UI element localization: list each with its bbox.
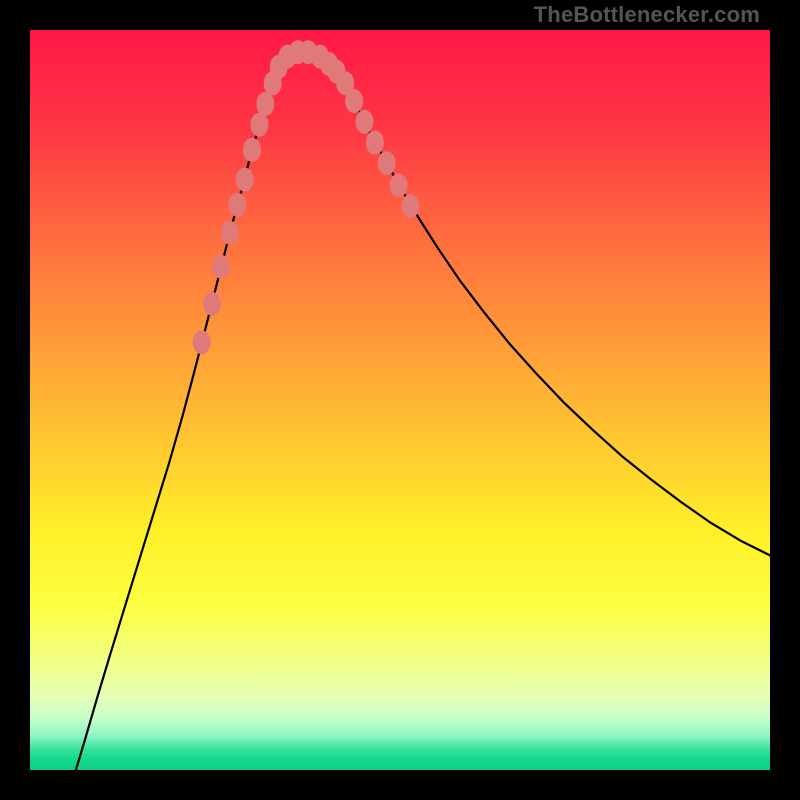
marker-dot — [228, 193, 246, 217]
marker-dot — [212, 255, 230, 279]
marker-dot — [250, 113, 268, 137]
marker-dot — [345, 89, 363, 113]
marker-dot — [256, 92, 274, 116]
watermark-label: TheBottlenecker.com — [534, 2, 760, 28]
marker-dot — [236, 167, 254, 191]
bottleneck-curve-chart — [30, 30, 770, 770]
marker-dot — [401, 194, 419, 218]
plot-area — [30, 30, 770, 770]
marker-dot — [221, 221, 239, 245]
marker-dot — [355, 110, 373, 134]
marker-dot — [193, 330, 211, 354]
marker-dot — [243, 138, 261, 162]
marker-dot — [366, 130, 384, 154]
gradient-background — [30, 30, 770, 770]
marker-dot — [378, 151, 396, 175]
chart-frame: TheBottlenecker.com — [0, 0, 800, 800]
marker-dot — [390, 173, 408, 197]
marker-dot — [203, 292, 221, 316]
